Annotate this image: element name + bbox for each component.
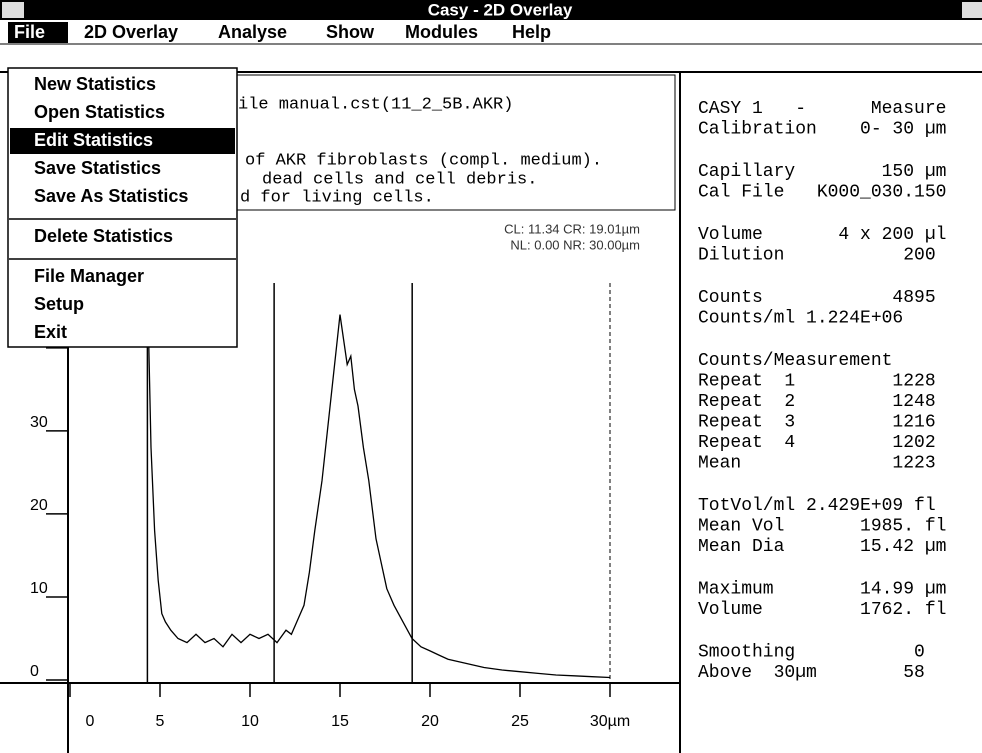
- stat-line: Repeat 1 1228: [698, 371, 936, 391]
- y-tick-label: 10: [30, 580, 48, 597]
- info-line: d for living cells.: [240, 188, 434, 207]
- dropdown-item[interactable]: Save As Statistics: [34, 186, 188, 206]
- histogram-line: [146, 281, 611, 679]
- stat-line: Maximum 14.99 µm: [698, 579, 946, 599]
- dropdown-item[interactable]: Open Statistics: [34, 102, 165, 122]
- stat-line: Counts 4895: [698, 288, 936, 308]
- stat-line: Calibration 0- 30 µm: [698, 119, 946, 139]
- x-tick-label: 15: [331, 713, 349, 730]
- dropdown-item[interactable]: New Statistics: [34, 74, 156, 94]
- stat-line: Capillary 150 µm: [698, 162, 946, 182]
- stat-line: Repeat 2 1248: [698, 392, 936, 412]
- menu-item[interactable]: Analyse: [218, 22, 287, 42]
- x-tick-label: 5: [156, 713, 165, 730]
- stat-line: Repeat 4 1202: [698, 433, 936, 453]
- x-tick-label: 20: [421, 713, 439, 730]
- menu-item[interactable]: Modules: [405, 22, 478, 42]
- cursor-label: NL: 0.00 NR: 30.00µm: [510, 237, 640, 252]
- dropdown-item[interactable]: Delete Statistics: [34, 226, 173, 246]
- dropdown-highlight: [10, 128, 235, 154]
- stat-line: Volume 4 x 200 µl: [698, 225, 946, 245]
- stat-line: Mean Dia 15.42 µm: [698, 537, 946, 557]
- menu-item[interactable]: Help: [512, 22, 551, 42]
- stat-line: Above 30µm 58: [698, 663, 925, 683]
- stat-line: Volume 1762. fl: [698, 600, 946, 620]
- stat-line: Counts/ml 1.224E+06: [698, 308, 903, 328]
- x-tick-label: 25: [511, 713, 529, 730]
- window-title: Casy - 2D Overlay: [428, 0, 573, 19]
- menu-item[interactable]: 2D Overlay: [84, 22, 178, 42]
- dropdown-item[interactable]: Setup: [34, 294, 84, 314]
- y-tick-label: 20: [30, 497, 48, 514]
- stat-line: TotVol/ml 2.429E+09 fl: [698, 496, 936, 516]
- stat-line: Dilution 200: [698, 245, 936, 265]
- stat-line: CASY 1 - Measure: [698, 99, 946, 119]
- stat-line: Smoothing 0: [698, 642, 925, 662]
- stat-line: Mean Vol 1985. fl: [698, 516, 946, 536]
- y-tick-label: 0: [30, 663, 39, 680]
- control-box[interactable]: [2, 2, 24, 18]
- stat-line: Cal File K000_030.150: [698, 182, 946, 202]
- stat-line: Mean 1223: [698, 453, 936, 473]
- scroll-button[interactable]: [962, 2, 982, 18]
- dropdown-item[interactable]: File Manager: [34, 266, 144, 286]
- menu-item[interactable]: File: [14, 22, 45, 42]
- stat-line: Counts/Measurement: [698, 351, 892, 371]
- x-tick-label: 10: [241, 713, 259, 730]
- info-line: of AKR fibroblasts (compl. medium).: [245, 151, 602, 170]
- cursor-label: CL: 11.34 CR: 19.01µm: [504, 221, 640, 236]
- info-line: ile manual.cst(11_2_5B.AKR): [238, 95, 513, 114]
- y-tick-label: 30: [30, 414, 48, 431]
- dropdown-item[interactable]: Save Statistics: [34, 158, 161, 178]
- dropdown: [7, 67, 238, 348]
- dropdown-item[interactable]: Edit Statistics: [34, 130, 153, 150]
- stat-line: Repeat 3 1216: [698, 412, 936, 432]
- dropdown-item[interactable]: Exit: [34, 322, 67, 342]
- menu-highlight: [8, 22, 68, 43]
- x-tick-label: 0: [86, 713, 95, 730]
- info-line: dead cells and cell debris.: [262, 170, 537, 189]
- menu-item[interactable]: Show: [326, 22, 375, 42]
- x-tick-label: 30µm: [590, 713, 630, 730]
- title-bar: [0, 0, 982, 20]
